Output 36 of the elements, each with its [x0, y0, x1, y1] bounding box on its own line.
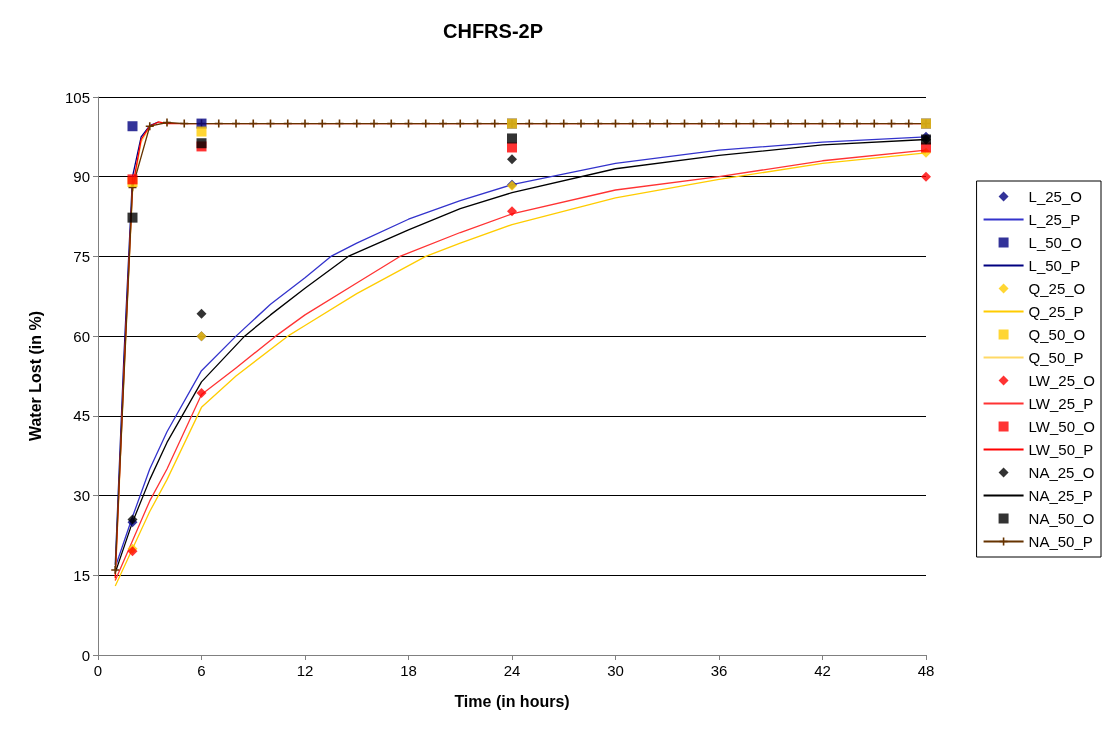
legend-label: LW_25_P	[1028, 395, 1094, 412]
legend-label: Q_50_O	[1028, 326, 1086, 343]
y-tick-label: 15	[73, 566, 90, 584]
legend-label: L_50_O	[1028, 234, 1082, 251]
chart-title: CHFRS-2P	[443, 20, 544, 42]
x-tick-label: 6	[197, 662, 206, 679]
x-tick-label: 30	[607, 662, 624, 679]
y-tick-label: 45	[73, 407, 90, 425]
legend-label: LW_50_P	[1028, 441, 1094, 458]
legend-label: L_50_P	[1028, 257, 1081, 274]
legend-label: NA_25_P	[1028, 487, 1093, 504]
legend-label: Q_50_P	[1028, 349, 1084, 366]
legend-label: NA_25_O	[1028, 464, 1095, 481]
x-tick-label: 24	[503, 662, 521, 679]
legend-label: NA_50_P	[1028, 533, 1093, 550]
x-tick-label: 42	[814, 662, 831, 679]
legend-label: L_25_O	[1028, 188, 1082, 205]
legend-label: Q_25_P	[1028, 303, 1084, 320]
x-tick-label: 12	[296, 662, 314, 679]
x-tick-label: 18	[400, 662, 417, 679]
x-tick-label: 48	[917, 662, 935, 679]
y-tick-label: 0	[81, 646, 90, 664]
y-tick-label: 90	[73, 168, 90, 186]
y-tick-label: 60	[73, 327, 90, 345]
legend-label: L_25_P	[1028, 211, 1081, 228]
y-axis-title: Water Lost (in %)	[26, 310, 44, 442]
legend-label: NA_50_O	[1028, 510, 1095, 527]
x-tick-label: 36	[710, 662, 728, 679]
legend-label: LW_25_O	[1028, 372, 1096, 389]
y-tick-label: 30	[73, 487, 90, 505]
y-tick-label: 75	[73, 247, 90, 265]
y-tick-label: 105	[64, 88, 90, 106]
legend-label: LW_50_O	[1028, 418, 1096, 435]
legend-label: Q_25_O	[1028, 280, 1086, 297]
x-tick-label: 0	[93, 662, 103, 679]
x-axis-title: Time (in hours)	[454, 692, 570, 710]
